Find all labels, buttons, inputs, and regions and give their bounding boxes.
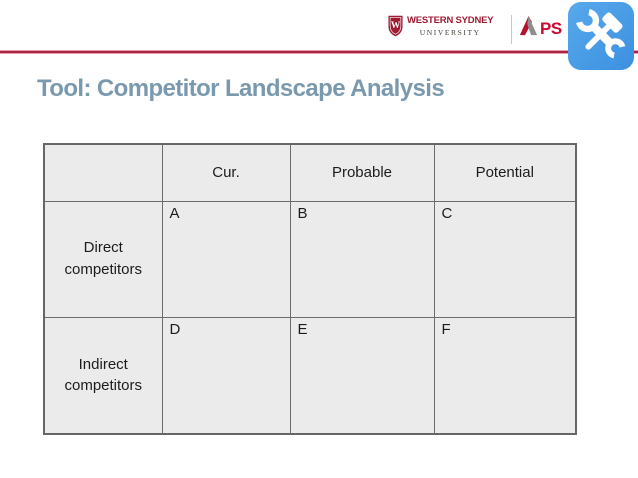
table-cell-f: F: [433, 316, 577, 435]
table-cell-c: C: [433, 200, 577, 318]
partner-logo-text: PS: [540, 19, 562, 38]
table-cell-e: E: [289, 316, 435, 435]
table-cell-b: B: [289, 200, 435, 318]
university-name: WESTERN SYDNEY: [407, 15, 494, 26]
table-header-row: Cur. Probable Potential: [43, 143, 577, 202]
header-rule: [0, 51, 638, 53]
column-header-blank: [43, 143, 163, 202]
hammer-wrench-icon: [574, 7, 628, 66]
table-cell-d: D: [161, 316, 291, 435]
logo-divider: [511, 15, 512, 44]
column-header-potential: Potential: [433, 143, 577, 202]
table-cell-a: A: [161, 200, 291, 318]
peak-triangle-icon: [519, 16, 538, 42]
competitor-table: Cur. Probable Potential Direct competito…: [43, 143, 577, 435]
svg-text:W: W: [391, 21, 401, 31]
slide-title: Tool: Competitor Landscape Analysis: [37, 75, 445, 102]
shield-w-icon: W: [388, 15, 403, 42]
row-label-indirect: Indirect competitors: [43, 316, 163, 435]
column-header-cur: Cur.: [161, 143, 291, 202]
table-row-indirect: Indirect competitors D E F: [43, 316, 577, 435]
column-header-probable: Probable: [289, 143, 435, 202]
partner-logo: PS: [519, 16, 562, 42]
row-label-direct: Direct competitors: [43, 200, 163, 318]
table-row-direct: Direct competitors A B C: [43, 200, 577, 318]
university-logo-text: WESTERN SYDNEY UNIVERSITY: [407, 15, 494, 37]
university-subtitle: UNIVERSITY: [419, 28, 481, 37]
university-logo: W WESTERN SYDNEY UNIVERSITY: [388, 15, 494, 42]
tools-badge: [568, 2, 634, 70]
